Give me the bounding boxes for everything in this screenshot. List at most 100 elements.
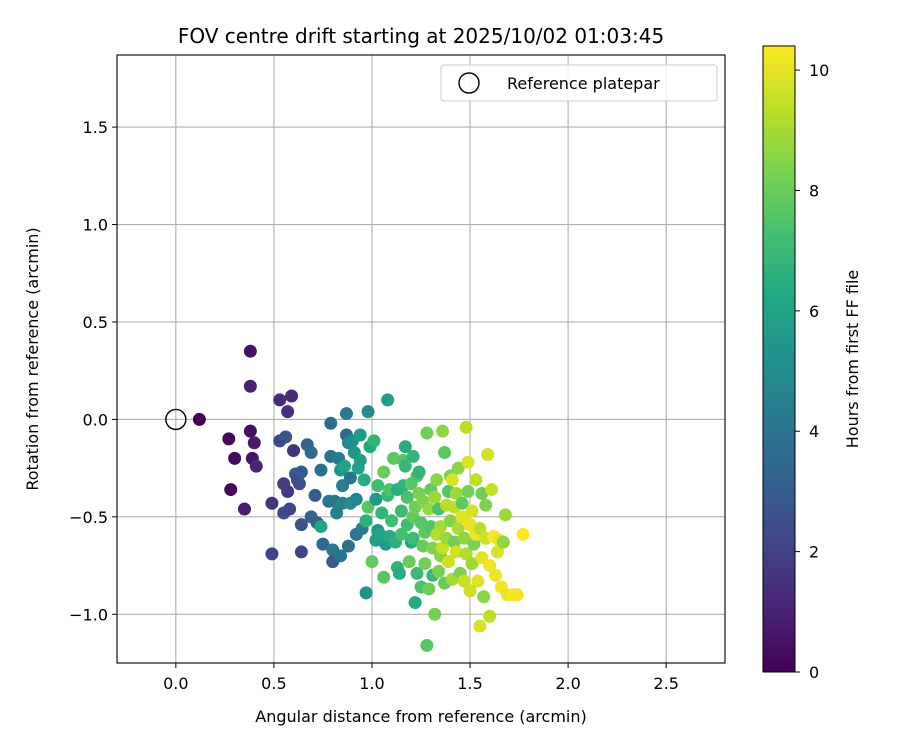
scatter-point [265,547,279,561]
scatter-point [249,459,263,473]
scatter-point [485,483,499,497]
scatter-point [451,461,465,475]
scatter-point [414,516,428,530]
scatter-point [285,389,299,403]
scatter-point [483,559,497,573]
scatter-point [422,582,436,596]
y-tick-label: 0.0 [83,410,108,429]
scatter-point [392,566,406,580]
scatter-point [441,555,455,569]
scatter-point [308,488,322,502]
scatter-point [243,344,257,358]
scatter-point [461,455,475,469]
scatter-point [316,537,330,551]
colorbar-ticks: 0 2 4 6 8 10 [795,61,829,682]
scatter-point [461,485,475,499]
scatter-point [371,479,385,493]
x-axis-label: Angular distance from reference (arcmin) [255,707,586,726]
scatter-point [436,541,450,555]
scatter-point [381,393,395,407]
scatter-point [247,436,261,450]
y-axis-ticks: −1.0 −0.5 0.0 0.5 1.0 1.5 [69,118,117,624]
scatter-point [451,522,465,536]
scatter-point [353,428,367,442]
scatter-point [432,564,446,578]
y-axis-label: Rotation from reference (arcmin) [23,227,42,490]
scatter-point [490,545,504,559]
scatter-point [334,549,348,563]
scatter-point [416,539,430,553]
scatter-point [394,504,408,518]
plot-frame [116,54,726,664]
scatter-point [279,430,293,444]
scatter-point [463,584,477,598]
scatter-point [428,490,442,504]
scatter-point [422,502,436,516]
colorbar-tick-label: 0 [809,663,819,682]
y-tick-label: 0.5 [83,313,108,332]
scatter-point [467,537,481,551]
scatter-point [294,518,308,532]
scatter-point [357,473,371,487]
scatter-point [516,527,530,541]
scatter-point [367,434,381,448]
legend-reference-marker [458,72,480,94]
legend-box [440,64,718,102]
scatter-point [339,407,353,421]
scatter-point [359,514,373,528]
scatter-point [489,568,503,582]
x-tick-label: 2.5 [653,674,678,693]
scatter-point [361,405,375,419]
scatter-point [373,527,387,541]
scatter-point [463,518,477,532]
scatter-point [412,465,426,479]
scatter-point [304,446,318,460]
scatter-point [438,446,452,460]
scatter-point [457,574,471,588]
scatter-point [324,416,338,430]
scatter-point [400,490,414,504]
scatter-point [369,492,383,506]
scatter-point [349,492,363,506]
scatter-point [465,557,479,571]
scatter-point [243,424,257,438]
scatter-point [365,555,379,569]
scatter-point [477,590,491,604]
scatter-point [237,502,251,516]
scatter-point [447,535,461,549]
scatter-point [287,444,301,458]
scatter-point [281,485,295,499]
scatter-point [359,586,373,600]
y-tick-label: −0.5 [69,508,108,527]
data-points [192,344,530,652]
scatter-point [408,596,422,610]
scatter-point [375,506,389,520]
chart-title: FOV centre drift starting at 2025/10/02 … [178,24,664,48]
scatter-point [385,514,399,528]
scatter-point [496,535,510,549]
scatter-point [471,574,485,588]
scatter-point [353,453,367,467]
x-axis-ticks: 0.0 0.5 1.0 1.5 2.0 2.5 [163,663,679,693]
scatter-point [283,502,297,516]
scatter-point [449,545,463,559]
legend: Reference platepar [440,64,718,102]
scatter-point [343,471,357,485]
scatter-point [473,619,487,633]
colorbar-label: Hours from first FF file [843,270,862,449]
scatter-point [394,527,408,541]
scatter-point [398,440,412,454]
scatter-point [294,465,308,479]
scatter-point [481,447,495,461]
scatter-point [341,539,355,553]
colorbar-tick-label: 8 [809,181,819,200]
reference-marker-layer [165,408,187,431]
y-tick-label: −1.0 [69,605,108,624]
scatter-point [473,522,487,536]
colorbar-tick-label: 2 [809,543,819,562]
scatter-point [483,609,497,623]
scatter-point [222,432,236,446]
scatter-point [459,547,473,561]
scatter-point [338,459,352,473]
